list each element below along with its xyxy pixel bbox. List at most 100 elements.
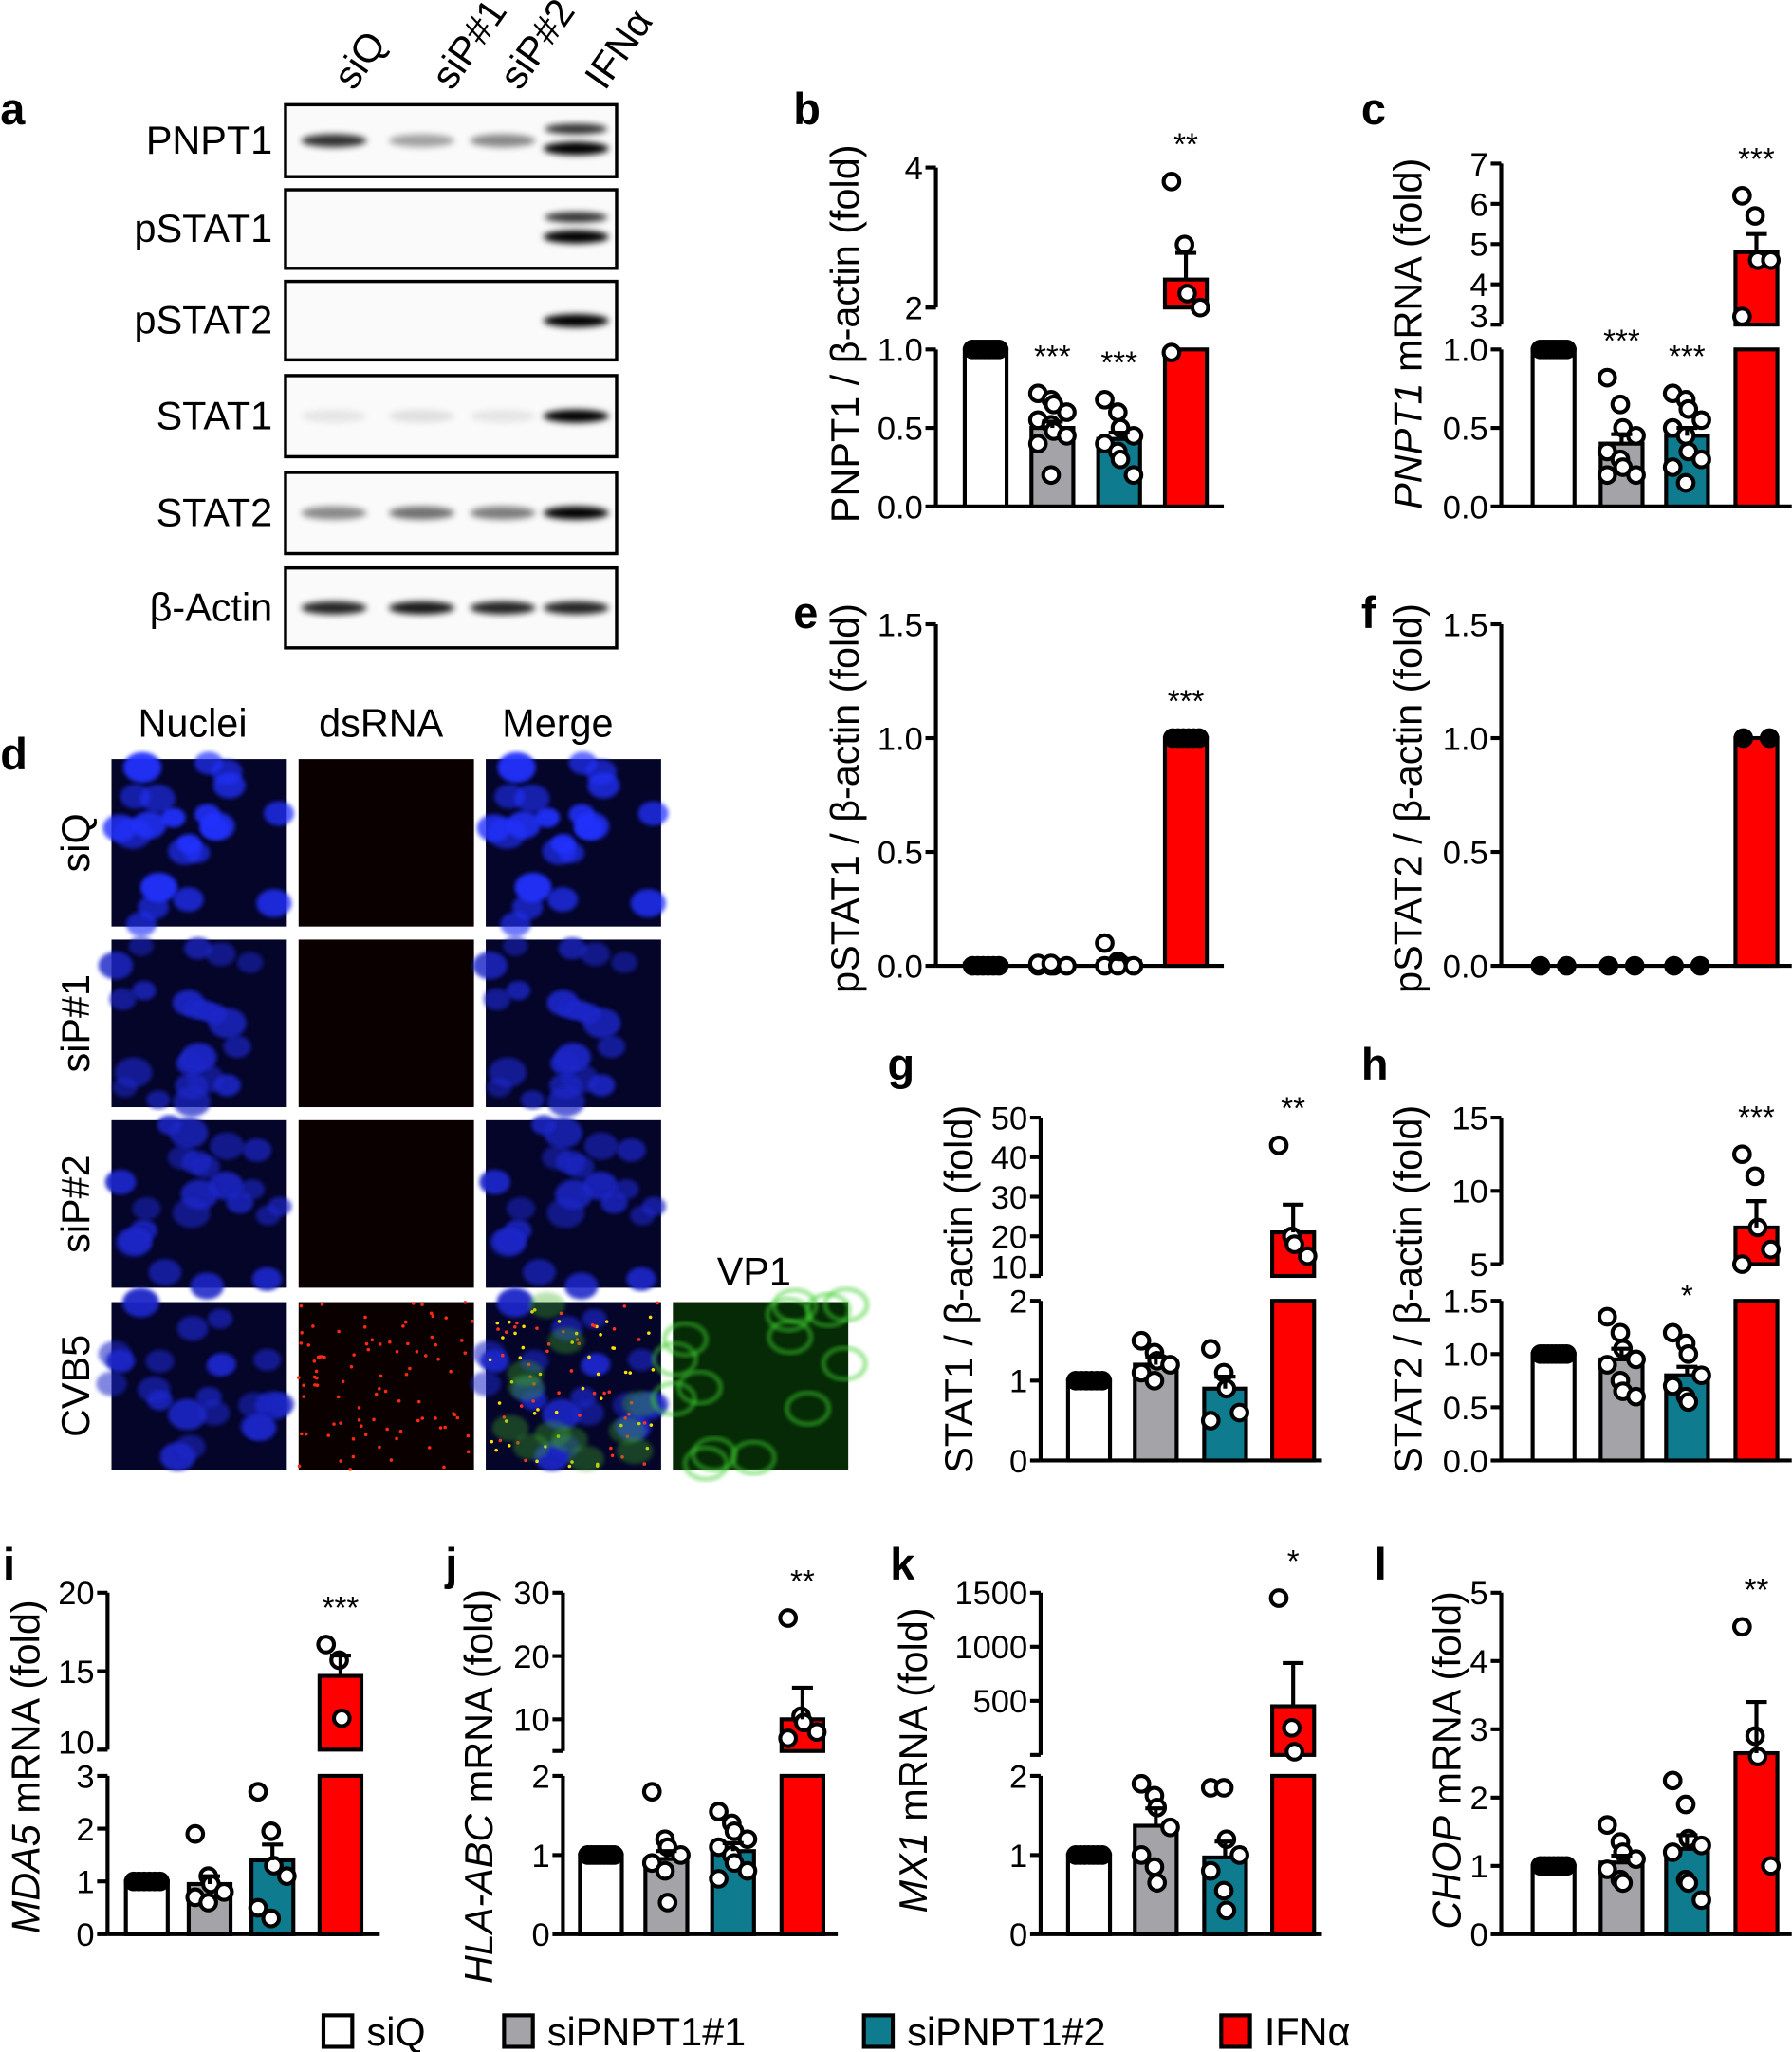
y-axis-label-text: STAT1 / β-actin (fold) xyxy=(937,1105,981,1473)
blot-band xyxy=(388,601,454,615)
dsrna-dot xyxy=(401,1324,405,1328)
dsrna-dot xyxy=(304,1432,308,1436)
vp1-signal xyxy=(621,1391,659,1417)
dsrna-dot xyxy=(411,1302,416,1305)
data-point xyxy=(1123,426,1144,446)
y-tick-label: 1 xyxy=(1009,1839,1027,1875)
y-tick-label: 0.5 xyxy=(1443,411,1488,447)
nucleus xyxy=(118,1228,152,1255)
y-tick-label: 4 xyxy=(905,151,923,187)
dsrna-dot xyxy=(420,1416,425,1420)
y-tick-label: 1 xyxy=(1470,1849,1488,1885)
y-tick-label: 1 xyxy=(531,1839,549,1875)
nucleus xyxy=(582,1353,611,1376)
data-point xyxy=(1662,1770,1683,1791)
bar-IFNα: ** xyxy=(778,1564,827,1936)
y-tick-label: 15 xyxy=(1451,1100,1487,1137)
data-point xyxy=(709,1869,729,1889)
data-point xyxy=(1626,465,1646,486)
blot-membrane xyxy=(284,279,619,362)
dsrna-dot xyxy=(498,1438,503,1443)
y-tick-label: 20 xyxy=(991,1220,1027,1256)
dsrna-dot xyxy=(647,1331,651,1335)
bar xyxy=(1733,735,1780,969)
vp1-signal xyxy=(512,1433,550,1460)
data-point xyxy=(261,1908,282,1929)
dsrna-dot xyxy=(612,1327,617,1331)
bar-siQ xyxy=(962,339,1009,508)
dsrna-dot xyxy=(420,1303,424,1306)
nucleus xyxy=(212,772,246,799)
dsrna-dot xyxy=(490,1439,494,1444)
dsrna-dot xyxy=(535,1459,539,1464)
data-point xyxy=(1200,1411,1221,1431)
nucleus xyxy=(132,981,157,1001)
panel-letters: a b c d e f g h i j k l xyxy=(0,84,1388,1589)
bar xyxy=(1530,1863,1577,1936)
nucleus xyxy=(236,952,264,973)
y-axis-label-gene: MX1 xyxy=(892,1832,935,1913)
data-point xyxy=(1229,1402,1249,1423)
bar-siPNPT1#1 xyxy=(1597,1815,1646,1936)
data-point xyxy=(1095,933,1115,953)
vp1-cell xyxy=(652,1341,698,1377)
nucleus xyxy=(191,1155,221,1179)
vp1-signal xyxy=(608,1417,646,1444)
y-tick-label: 10 xyxy=(991,1250,1027,1286)
data-point xyxy=(1662,1322,1683,1343)
y-tick-label: 15 xyxy=(58,1655,94,1691)
dsrna-dot xyxy=(622,1304,627,1308)
dsrna-dot xyxy=(449,1369,453,1374)
dsrna-dot xyxy=(416,1418,420,1423)
dsrna-dot xyxy=(360,1424,363,1429)
nucleus xyxy=(208,1008,247,1039)
nucleus xyxy=(256,889,292,917)
data-point xyxy=(1761,1239,1782,1260)
data-point xyxy=(1557,339,1577,360)
bar-siQ xyxy=(1530,339,1577,508)
nucleus xyxy=(611,952,637,973)
nucleus xyxy=(139,785,176,813)
dsrna-dot xyxy=(385,1427,389,1432)
y-axis-label-text: mRNA (fold) xyxy=(1386,158,1430,383)
data-point xyxy=(1691,1835,1711,1856)
legend-swatch xyxy=(321,2013,355,2049)
dsrna-dot xyxy=(587,1355,591,1359)
data-point xyxy=(1057,402,1077,422)
y-tick-label: 0 xyxy=(1470,1917,1488,1953)
blot-band xyxy=(470,506,536,520)
y-axis-label-gene: MDA5 xyxy=(5,1823,48,1933)
data-point xyxy=(248,1897,268,1918)
data-point xyxy=(277,1866,297,1886)
dsrna-dot xyxy=(495,1321,500,1325)
nucleus xyxy=(564,1155,595,1179)
dsrna-dot xyxy=(336,1395,341,1399)
nucleus xyxy=(194,751,224,775)
blot-band xyxy=(545,212,608,223)
nucleus xyxy=(630,889,666,917)
nucleus xyxy=(132,1196,161,1221)
y-tick-label: 0.5 xyxy=(1443,1391,1488,1427)
nucleus xyxy=(102,814,138,842)
dsrna-dot xyxy=(427,1446,432,1450)
data-point xyxy=(1690,955,1710,976)
bar-siPNPT1#2 xyxy=(1200,1778,1249,1936)
data-point xyxy=(1678,398,1699,419)
nucleus xyxy=(98,1340,132,1368)
nucleus xyxy=(122,1287,159,1318)
data-point xyxy=(1177,284,1197,304)
data-point xyxy=(198,1893,218,1913)
dsrna-dot xyxy=(383,1389,388,1394)
blot-band xyxy=(545,123,608,135)
nucleus xyxy=(251,1266,283,1291)
micro-image-nuclei xyxy=(102,751,295,937)
chart-k: 0 1 2 500 1000 1500 MX1 mRNA (fold) * xyxy=(892,1544,1322,1953)
dsrna-dot xyxy=(323,1355,326,1359)
bar xyxy=(1270,1773,1317,1936)
data-point xyxy=(1761,250,1782,270)
nucleus xyxy=(255,1205,281,1226)
nucleus xyxy=(223,1035,251,1059)
dsrna-dot xyxy=(351,1454,356,1459)
micro-image-bg xyxy=(298,1302,474,1470)
dsrna-dot xyxy=(403,1320,408,1324)
